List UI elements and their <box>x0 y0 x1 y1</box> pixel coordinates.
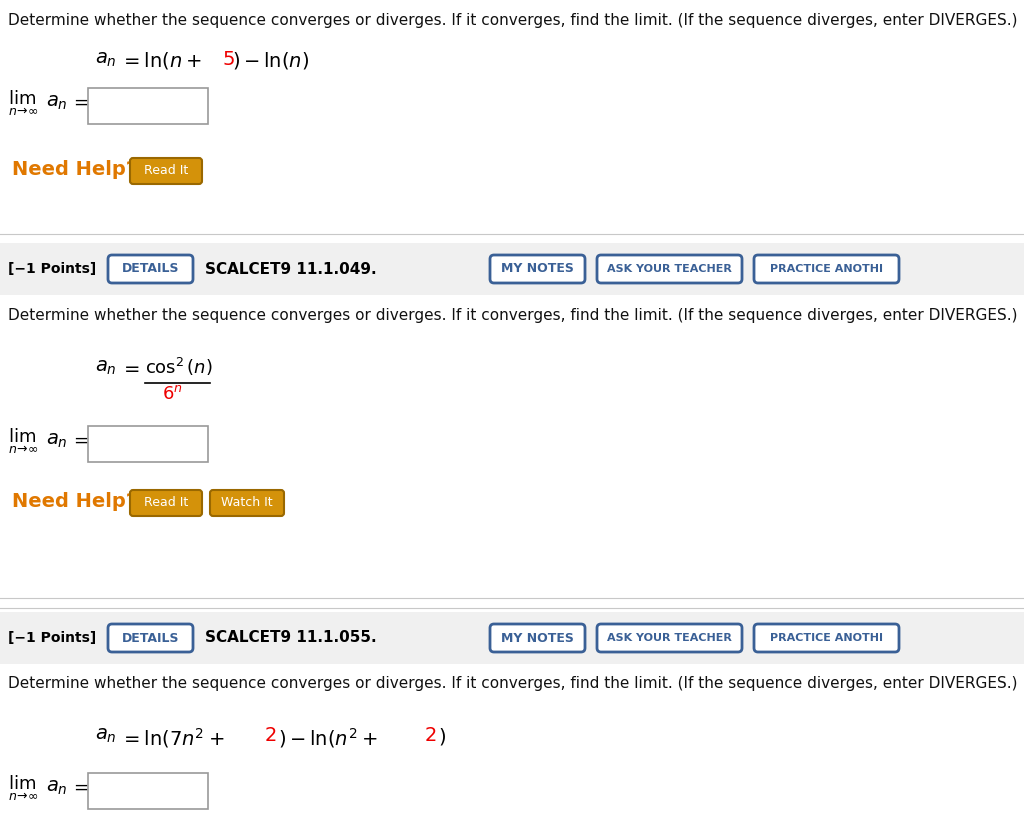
Text: $=$: $=$ <box>70 431 89 449</box>
Text: $6^n$: $6^n$ <box>162 385 182 403</box>
Text: $\mathrm{) - ln(}n^2 + $: $\mathrm{) - ln(}n^2 + $ <box>278 726 378 750</box>
Text: $= \mathrm{ln}(n + $: $= \mathrm{ln}(n + $ <box>120 50 202 71</box>
Bar <box>88 88 208 124</box>
Text: ASK YOUR TEACHER: ASK YOUR TEACHER <box>607 264 732 274</box>
FancyBboxPatch shape <box>490 255 585 283</box>
Text: ASK YOUR TEACHER: ASK YOUR TEACHER <box>607 633 732 643</box>
Text: SCALCET9 11.1.049.: SCALCET9 11.1.049. <box>205 262 377 276</box>
FancyBboxPatch shape <box>754 624 899 652</box>
Text: MY NOTES: MY NOTES <box>501 631 573 644</box>
Bar <box>0 612 1024 664</box>
FancyBboxPatch shape <box>210 490 284 516</box>
Text: $\mathrm{) - ln(}n\mathrm{)}$: $\mathrm{) - ln(}n\mathrm{)}$ <box>232 50 309 71</box>
Text: Determine whether the sequence converges or diverges. If it converges, find the : Determine whether the sequence converges… <box>8 676 1018 691</box>
FancyBboxPatch shape <box>597 624 742 652</box>
Text: $=$: $=$ <box>120 358 140 377</box>
Text: [−1 Points]: [−1 Points] <box>8 262 96 276</box>
Text: $5$: $5$ <box>222 50 234 69</box>
Text: $a_n$: $a_n$ <box>95 50 117 69</box>
Text: $=$: $=$ <box>70 778 89 796</box>
Text: Read It: Read It <box>144 164 188 177</box>
Text: Read It: Read It <box>144 497 188 510</box>
Text: DETAILS: DETAILS <box>122 631 179 644</box>
Text: DETAILS: DETAILS <box>122 262 179 276</box>
Text: SCALCET9 11.1.055.: SCALCET9 11.1.055. <box>205 630 377 645</box>
Text: [−1 Points]: [−1 Points] <box>8 631 96 645</box>
Text: $2$: $2$ <box>424 726 436 745</box>
Text: MY NOTES: MY NOTES <box>501 262 573 276</box>
Text: $a_n$: $a_n$ <box>46 93 68 112</box>
Text: Need Help?: Need Help? <box>12 492 137 511</box>
FancyBboxPatch shape <box>597 255 742 283</box>
Text: $\lim$: $\lim$ <box>8 428 36 446</box>
Text: $a_n$: $a_n$ <box>95 358 117 377</box>
Text: $\cos^2(n)$: $\cos^2(n)$ <box>145 356 213 378</box>
Text: PRACTICE ANOTHI: PRACTICE ANOTHI <box>770 264 883 274</box>
Text: $\lim$: $\lim$ <box>8 775 36 793</box>
FancyBboxPatch shape <box>108 624 193 652</box>
Text: Need Help?: Need Help? <box>12 160 137 179</box>
Bar <box>88 426 208 462</box>
Text: Determine whether the sequence converges or diverges. If it converges, find the : Determine whether the sequence converges… <box>8 308 1018 323</box>
Text: $\mathrm{)}$: $\mathrm{)}$ <box>438 726 446 747</box>
Text: $= \mathrm{ln}(7n^2 + $: $= \mathrm{ln}(7n^2 + $ <box>120 726 224 750</box>
Text: Determine whether the sequence converges or diverges. If it converges, find the : Determine whether the sequence converges… <box>8 13 1018 28</box>
Text: $2$: $2$ <box>264 726 276 745</box>
Text: $n \!\to\! \infty$: $n \!\to\! \infty$ <box>8 105 38 118</box>
FancyBboxPatch shape <box>130 490 202 516</box>
Text: $n \!\to\! \infty$: $n \!\to\! \infty$ <box>8 790 38 803</box>
Bar <box>0 243 1024 295</box>
FancyBboxPatch shape <box>130 158 202 184</box>
FancyBboxPatch shape <box>108 255 193 283</box>
Text: $a_n$: $a_n$ <box>46 431 68 450</box>
Text: Watch It: Watch It <box>221 497 272 510</box>
Text: $=$: $=$ <box>70 93 89 111</box>
FancyBboxPatch shape <box>754 255 899 283</box>
FancyBboxPatch shape <box>490 624 585 652</box>
Bar <box>88 773 208 809</box>
Text: PRACTICE ANOTHI: PRACTICE ANOTHI <box>770 633 883 643</box>
Text: $a_n$: $a_n$ <box>95 726 117 745</box>
Text: $n \!\to\! \infty$: $n \!\to\! \infty$ <box>8 443 38 456</box>
Text: $a_n$: $a_n$ <box>46 778 68 797</box>
Text: $\lim$: $\lim$ <box>8 90 36 108</box>
